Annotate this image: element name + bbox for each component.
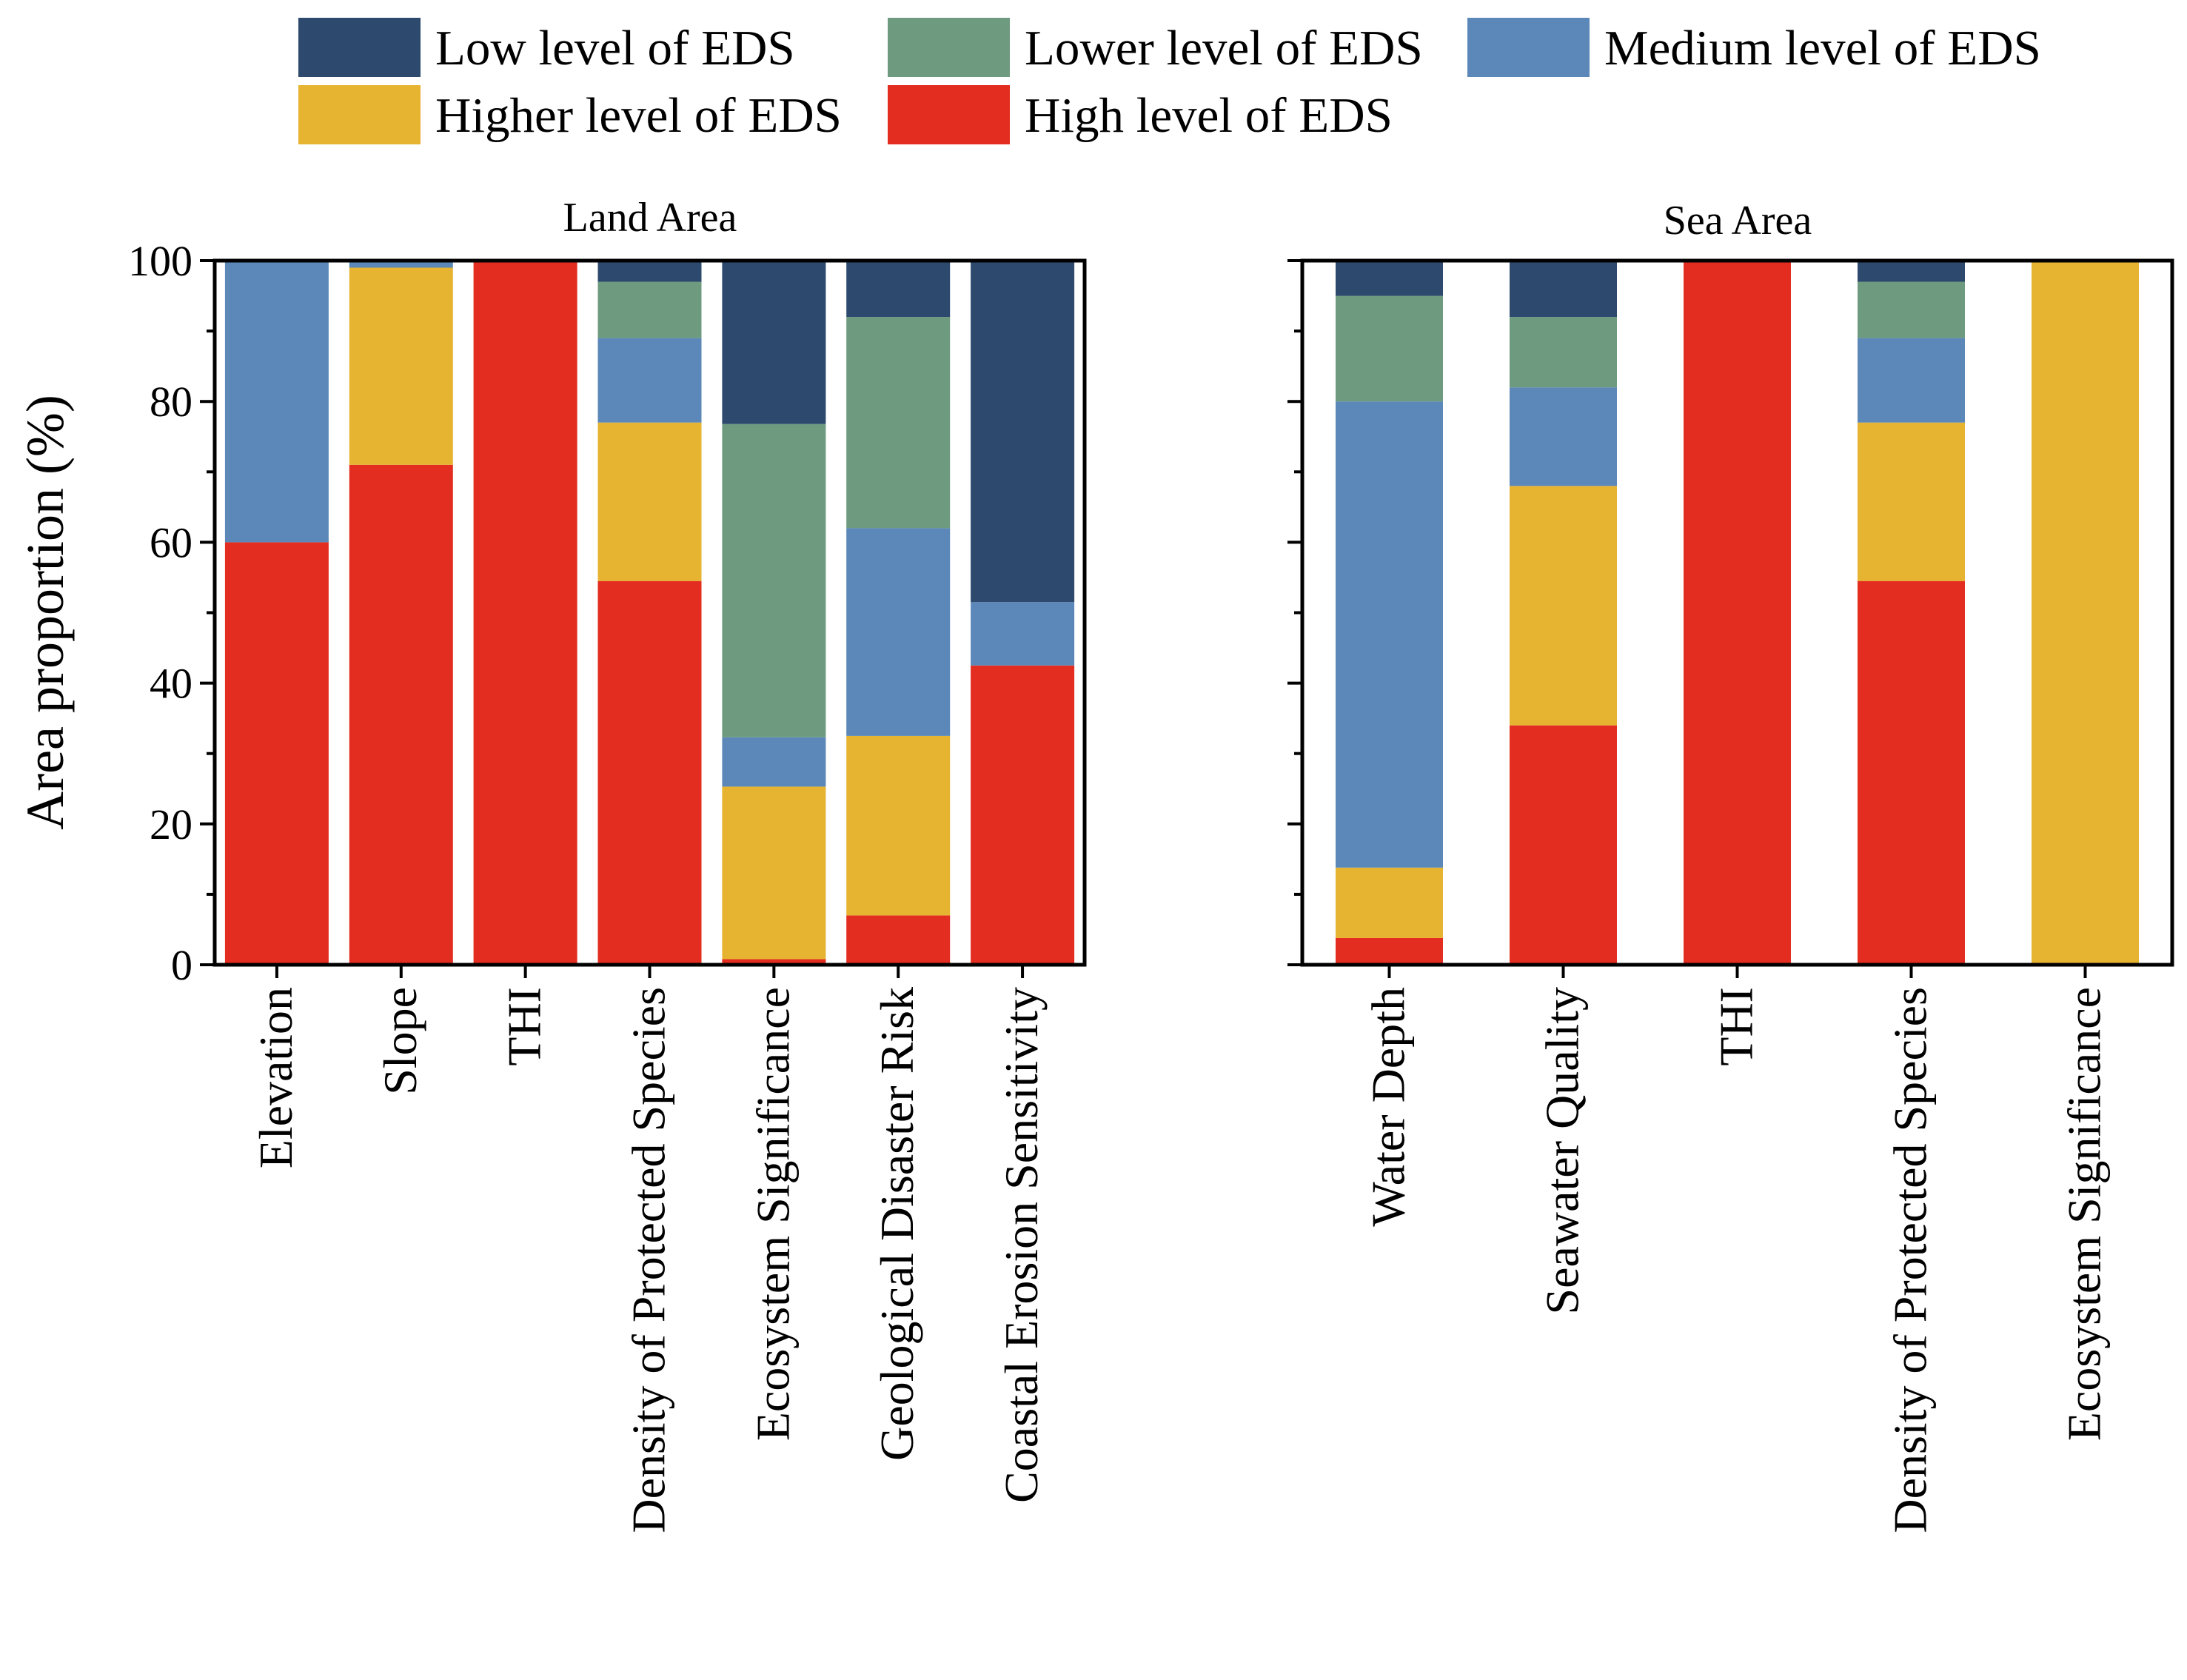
land-category-label: THI <box>498 987 551 1066</box>
y-tick-label: 100 <box>128 237 192 285</box>
legend-swatch-higher <box>298 85 421 144</box>
legend: Low level of EDS Lower level of EDS Medi… <box>298 18 2041 144</box>
land-bar-ecosystem-significance-low <box>722 261 826 424</box>
land-bar-geological-disaster-risk-high <box>846 915 951 965</box>
y-tick-label: 20 <box>150 800 192 849</box>
sea-bar-water-depth-high <box>1336 937 1443 965</box>
legend-swatch-lower <box>888 18 1010 77</box>
land-bar-geological-disaster-risk-higher <box>846 735 951 916</box>
land-category-label: Coastal Erosion Sensitivity <box>995 987 1048 1503</box>
land-bar-density-of-protected-species-lower <box>597 281 702 338</box>
sea-bar-water-depth-medium <box>1336 401 1443 868</box>
sea-bar-density-of-protected-species-medium <box>1858 338 1965 423</box>
y-tick-label: 60 <box>150 518 192 566</box>
land-bar-geological-disaster-risk-low <box>846 261 951 318</box>
land-bar-slope-high <box>349 464 453 965</box>
land-bar-ecosystem-significance-high <box>722 959 826 965</box>
sea-bars <box>1336 261 2139 965</box>
land-bar-slope-medium <box>349 261 453 268</box>
panel-title-sea: Sea Area <box>1664 198 1812 244</box>
land-bar-coastal-erosion-sensitivity-high <box>971 665 1075 965</box>
y-tick-label: 80 <box>150 378 192 426</box>
land-plot-frame <box>212 258 1087 967</box>
land-bar-geological-disaster-risk-lower <box>846 317 951 529</box>
sea-category-label: THI <box>1710 987 1763 1066</box>
land-bar-ecosystem-significance-higher <box>722 786 826 960</box>
land-bars <box>224 261 1075 965</box>
panel-sea-area: Sea Area Water Depth Seawater Quality THI D… <box>1287 198 2174 1533</box>
sea-bar-seawater-quality-low <box>1510 261 1617 318</box>
panel-title-land: Land Area <box>563 195 737 241</box>
y-tick-label: 40 <box>150 660 192 708</box>
land-bar-geological-disaster-risk-medium <box>846 528 951 736</box>
land-category-label: Geological Disaster Risk <box>871 987 923 1461</box>
land-bar-density-of-protected-species-high <box>597 580 702 965</box>
sea-category-labels: Water Depth Seawater Quality THI Density of… <box>1362 987 2111 1533</box>
sea-category-label: Ecosystem Significance <box>2058 987 2111 1441</box>
sea-plot-frame <box>1300 258 2174 967</box>
sea-category-label: Seawater Quality <box>1536 987 1589 1315</box>
land-bar-coastal-erosion-sensitivity-medium <box>971 602 1075 666</box>
legend-label-higher: Higher level of EDS <box>435 88 842 143</box>
sea-bar-thi-high <box>1684 261 1791 965</box>
sea-bar-density-of-protected-species-low <box>1858 261 1965 282</box>
sea-category-label: Density of Protected Species <box>1884 987 1937 1533</box>
sea-bar-ecosystem-significance-higher <box>2032 261 2139 965</box>
legend-swatch-medium <box>1467 18 1590 77</box>
legend-swatch-high <box>888 85 1010 144</box>
sea-bar-seawater-quality-high <box>1510 725 1617 965</box>
sea-bar-water-depth-higher <box>1336 867 1443 938</box>
sea-category-label: Water Depth <box>1362 987 1415 1227</box>
land-bar-coastal-erosion-sensitivity-low <box>971 261 1075 603</box>
sea-bar-seawater-quality-higher <box>1510 486 1617 726</box>
legend-label-medium: Medium level of EDS <box>1604 21 2041 76</box>
land-bar-slope-higher <box>349 267 453 465</box>
panel-land-area: Land Area 0 20 40 60 80 100 Elevation Slope THI… <box>128 195 1087 1533</box>
land-category-label: Ecosystem Significance <box>746 987 799 1441</box>
sea-bar-seawater-quality-medium <box>1510 387 1617 486</box>
land-y-ticks: 0 20 40 60 80 100 <box>128 237 1025 989</box>
land-bar-ecosystem-significance-medium <box>722 737 826 787</box>
sea-bar-water-depth-lower <box>1336 295 1443 402</box>
land-category-label: Density of Protected Species <box>623 987 675 1533</box>
sea-bar-seawater-quality-lower <box>1510 317 1617 388</box>
land-category-label: Elevation <box>249 987 302 1168</box>
land-bar-density-of-protected-species-medium <box>597 338 702 423</box>
legend-label-low: Low level of EDS <box>435 21 795 76</box>
sea-bar-water-depth-low <box>1336 261 1443 296</box>
land-bar-density-of-protected-species-low <box>597 261 702 282</box>
legend-label-high: High level of EDS <box>1025 88 1393 143</box>
legend-swatch-low <box>298 18 421 77</box>
y-tick-label: 0 <box>171 941 192 989</box>
legend-label-lower: Lower level of EDS <box>1025 21 1423 76</box>
y-axis-label: Area proportion (%) <box>16 395 75 830</box>
sea-bar-density-of-protected-species-high <box>1858 580 1965 965</box>
land-category-label: Slope <box>374 987 426 1095</box>
land-bar-elevation-high <box>224 542 329 965</box>
sea-bar-density-of-protected-species-higher <box>1858 422 1965 581</box>
sea-bar-density-of-protected-species-lower <box>1858 281 1965 338</box>
land-bar-density-of-protected-species-higher <box>597 422 702 581</box>
land-category-labels: Elevation Slope THI Density of Protected Sp… <box>249 987 1048 1533</box>
land-bar-elevation-medium <box>224 261 329 543</box>
land-bar-thi-high <box>473 261 577 965</box>
land-bar-ecosystem-significance-lower <box>722 424 826 737</box>
